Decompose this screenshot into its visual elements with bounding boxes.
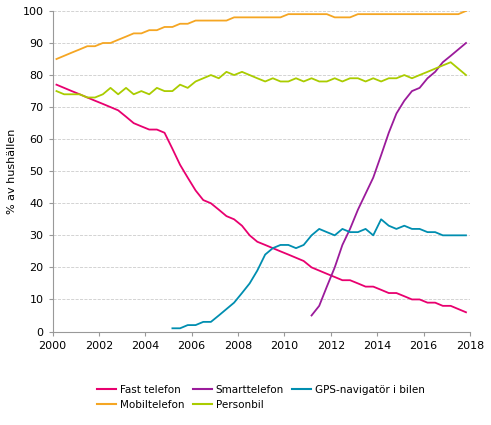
Legend: Fast telefon, Mobiltelefon, Smarttelefon, Personbil, GPS-navigatör i bilen: Fast telefon, Mobiltelefon, Smarttelefon… [97, 385, 425, 410]
Y-axis label: % av hushällen: % av hushällen [7, 128, 17, 214]
